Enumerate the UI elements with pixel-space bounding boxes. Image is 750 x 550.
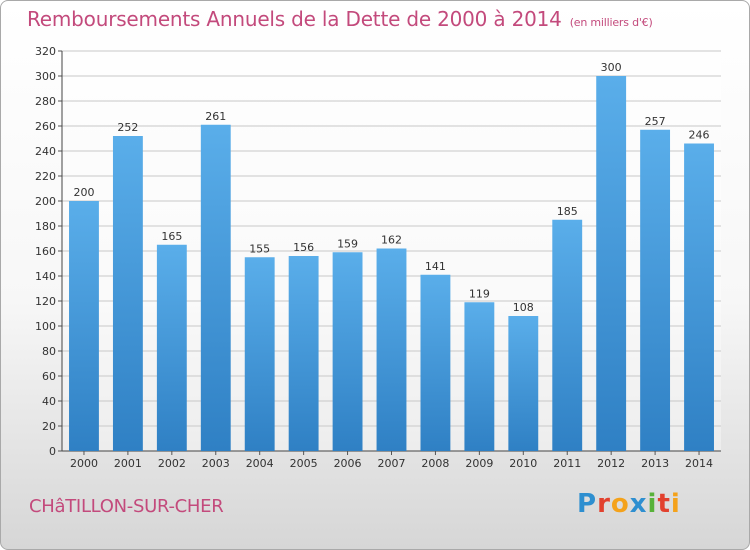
x-tick-label: 2011 bbox=[553, 457, 581, 470]
y-tick-label: 280 bbox=[35, 95, 56, 108]
logo-letter: P bbox=[577, 489, 598, 519]
y-tick-label: 180 bbox=[35, 220, 56, 233]
bar-value-label: 141 bbox=[425, 260, 446, 273]
logo-letter: o bbox=[610, 489, 630, 519]
y-tick-label: 140 bbox=[35, 270, 56, 283]
bar-value-label: 162 bbox=[381, 234, 402, 247]
bar bbox=[376, 248, 407, 451]
y-tick-label: 0 bbox=[49, 445, 56, 458]
y-tick-label: 160 bbox=[35, 245, 56, 258]
y-tick-label: 40 bbox=[42, 395, 56, 408]
chart-subtitle: (en milliers d'€) bbox=[569, 16, 653, 29]
y-tick-label: 240 bbox=[35, 145, 56, 158]
bar bbox=[244, 257, 275, 451]
x-tick-label: 2009 bbox=[465, 457, 493, 470]
bar-value-label: 200 bbox=[73, 186, 94, 199]
bar-value-label: 165 bbox=[161, 230, 182, 243]
bar-value-label: 257 bbox=[645, 115, 666, 128]
x-tick-label: 2007 bbox=[378, 457, 406, 470]
logo-letter: r bbox=[597, 489, 611, 519]
bar bbox=[640, 129, 671, 451]
bar bbox=[420, 274, 451, 451]
bar-value-label: 252 bbox=[117, 121, 138, 134]
bar bbox=[156, 244, 187, 451]
bar-value-label: 185 bbox=[557, 205, 578, 218]
logo-letter: i bbox=[647, 489, 658, 519]
y-tick-label: 200 bbox=[35, 195, 56, 208]
bar bbox=[69, 201, 99, 451]
x-tick-label: 2004 bbox=[246, 457, 274, 470]
bar-value-label: 246 bbox=[689, 129, 710, 142]
chart-title-text: Remboursements Annuels de la Dette de 20… bbox=[27, 7, 562, 31]
bar bbox=[464, 302, 495, 451]
x-tick-label: 2012 bbox=[597, 457, 625, 470]
bar bbox=[508, 316, 539, 451]
x-tick-label: 2002 bbox=[158, 457, 186, 470]
bar-value-label: 159 bbox=[337, 237, 358, 250]
y-tick-label: 120 bbox=[35, 295, 56, 308]
bar bbox=[332, 252, 363, 451]
chart-title: Remboursements Annuels de la Dette de 20… bbox=[27, 7, 653, 31]
x-tick-label: 2000 bbox=[70, 457, 98, 470]
bar-value-label: 155 bbox=[249, 242, 270, 255]
bar-value-label: 300 bbox=[601, 61, 622, 74]
y-tick-label: 80 bbox=[42, 345, 56, 358]
logo-letter: x bbox=[629, 489, 648, 519]
y-tick-label: 20 bbox=[42, 420, 56, 433]
x-tick-label: 2014 bbox=[685, 457, 713, 470]
bar bbox=[288, 256, 319, 451]
x-tick-label: 2013 bbox=[641, 457, 669, 470]
x-tick-label: 2010 bbox=[509, 457, 537, 470]
y-tick-label: 260 bbox=[35, 120, 56, 133]
bar bbox=[596, 76, 627, 451]
y-tick-label: 60 bbox=[42, 370, 56, 383]
bar bbox=[552, 219, 583, 451]
logo-letter: t bbox=[657, 489, 671, 519]
bar bbox=[684, 143, 714, 451]
logo-letter: i bbox=[670, 489, 681, 519]
bar-value-label: 261 bbox=[205, 110, 226, 123]
bar-value-label: 119 bbox=[469, 287, 490, 300]
x-tick-label: 2003 bbox=[202, 457, 230, 470]
y-tick-label: 220 bbox=[35, 170, 56, 183]
x-tick-label: 2008 bbox=[421, 457, 449, 470]
bar-value-label: 156 bbox=[293, 241, 314, 254]
bar bbox=[112, 136, 143, 451]
y-tick-label: 320 bbox=[35, 45, 56, 58]
bar bbox=[200, 124, 231, 451]
town-name: CHâTILLON-SUR-CHER bbox=[29, 496, 224, 517]
y-tick-label: 100 bbox=[35, 320, 56, 333]
x-tick-label: 2001 bbox=[114, 457, 142, 470]
x-tick-label: 2006 bbox=[334, 457, 362, 470]
bar-value-label: 108 bbox=[513, 301, 534, 314]
proxiti-logo: Proxiti bbox=[577, 489, 681, 519]
x-tick-label: 2005 bbox=[290, 457, 318, 470]
y-tick-label: 300 bbox=[35, 70, 56, 83]
